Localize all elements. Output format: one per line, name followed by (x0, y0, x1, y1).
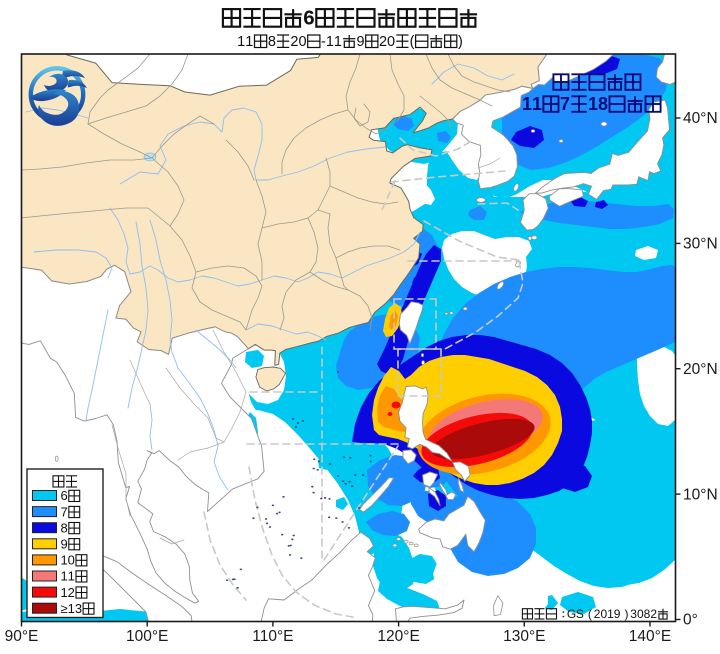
svg-text:90°E: 90°E (5, 628, 39, 645)
svg-text:8: 8 (598, 94, 608, 114)
svg-text:7: 7 (560, 94, 570, 114)
svg-text:2: 2 (650, 607, 657, 621)
svg-text:1: 1 (68, 601, 75, 616)
svg-text:9: 9 (356, 34, 364, 50)
svg-text:30°N: 30°N (683, 236, 718, 253)
svg-text:8: 8 (268, 34, 276, 50)
svg-text:1: 1 (245, 34, 253, 50)
svg-text:0: 0 (637, 607, 644, 621)
svg-text:(: ( (410, 34, 415, 50)
svg-text:≥: ≥ (61, 601, 68, 616)
svg-text:10°N: 10°N (683, 486, 718, 503)
svg-text:1: 1 (60, 585, 67, 600)
svg-text:1: 1 (532, 94, 542, 114)
svg-text:1: 1 (326, 34, 334, 50)
svg-text:1: 1 (334, 34, 342, 50)
svg-text:G: G (567, 607, 576, 621)
svg-text:-: - (321, 34, 326, 50)
svg-text:1: 1 (607, 607, 614, 621)
svg-text:6: 6 (303, 7, 314, 30)
svg-text:130°E: 130°E (503, 628, 545, 645)
svg-text:0: 0 (387, 34, 395, 50)
svg-text:2: 2 (379, 34, 387, 50)
svg-text:6: 6 (60, 488, 67, 503)
svg-text:S: S (576, 607, 584, 621)
svg-text:3: 3 (630, 607, 637, 621)
svg-text:1: 1 (60, 553, 67, 568)
svg-text:2: 2 (68, 585, 75, 600)
svg-text:110°E: 110°E (252, 628, 293, 645)
svg-text:20°N: 20°N (683, 361, 718, 378)
svg-text:1: 1 (60, 569, 67, 584)
svg-text:9: 9 (60, 537, 67, 552)
svg-text:40°N: 40°N (683, 110, 718, 127)
svg-text:): ) (625, 607, 629, 621)
svg-text:100°E: 100°E (126, 628, 168, 645)
svg-text:7: 7 (60, 504, 67, 519)
svg-text:0: 0 (68, 553, 75, 568)
svg-text:2: 2 (594, 607, 601, 621)
svg-text:1: 1 (588, 94, 598, 114)
svg-text:2: 2 (290, 34, 298, 50)
svg-text:0: 0 (298, 34, 306, 50)
svg-text:8: 8 (60, 520, 67, 535)
svg-text:0°: 0° (683, 612, 698, 629)
svg-text:8: 8 (644, 607, 651, 621)
svg-text:1: 1 (68, 569, 75, 584)
svg-text:(: ( (588, 607, 592, 621)
svg-text:9: 9 (614, 607, 621, 621)
svg-text:120°E: 120°E (377, 628, 419, 645)
svg-text:1: 1 (522, 94, 532, 114)
svg-text:): ) (458, 34, 463, 50)
svg-text:1: 1 (237, 34, 245, 50)
svg-text:140°E: 140°E (629, 628, 671, 645)
svg-text:0: 0 (600, 607, 607, 621)
svg-text:3: 3 (75, 601, 82, 616)
